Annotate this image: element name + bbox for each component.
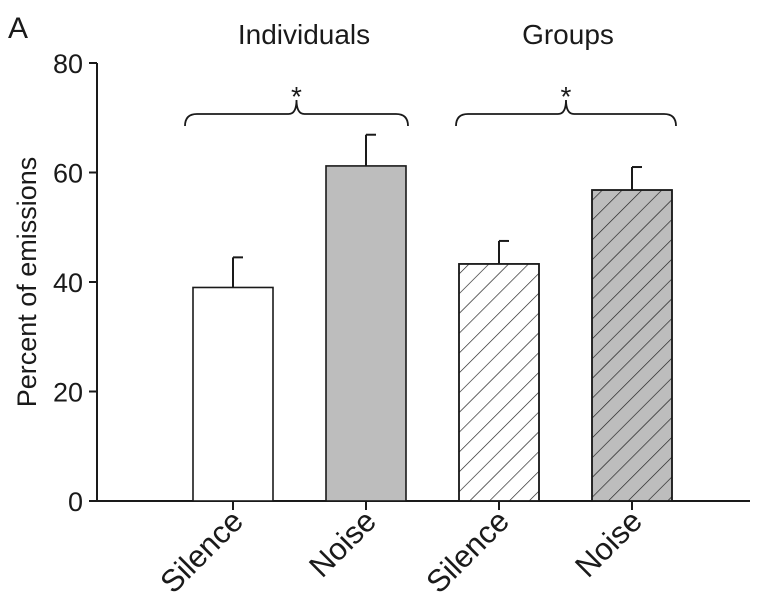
- bar-hatch-overlay: [458, 263, 540, 502]
- y-axis-label: Percent of emissions: [12, 157, 42, 408]
- group-label-individuals: Individuals: [238, 19, 370, 50]
- significance-brace-1: [184, 99, 409, 127]
- x-category-label: Noise: [568, 503, 649, 584]
- x-category-label: Noise: [302, 503, 383, 584]
- bar-hatch-overlay: [591, 189, 673, 502]
- bars: [192, 165, 673, 502]
- noise-bar-2: [325, 165, 407, 502]
- y-ticks: 0 20 40 60 80: [53, 49, 97, 517]
- y-tick-label: 20: [53, 378, 83, 408]
- y-tick-label: 60: [53, 159, 83, 189]
- x-category-label: Silence: [419, 503, 516, 600]
- silence-bar-1: [192, 286, 274, 502]
- y-tick-label: 0: [68, 487, 83, 517]
- y-tick-label: 80: [53, 49, 83, 79]
- group-label-groups: Groups: [522, 19, 614, 50]
- x-category-labels: Silence Noise Silence Noise: [153, 501, 649, 600]
- significance-star: *: [561, 81, 572, 112]
- significance-star: *: [291, 81, 302, 112]
- panel-letter: A: [8, 12, 28, 45]
- y-tick-label: 40: [53, 268, 83, 298]
- x-category-label: Silence: [153, 503, 250, 600]
- significance-brace-2: [455, 99, 677, 127]
- error-bars: [232, 133, 642, 288]
- significance-brackets: * *: [184, 81, 677, 127]
